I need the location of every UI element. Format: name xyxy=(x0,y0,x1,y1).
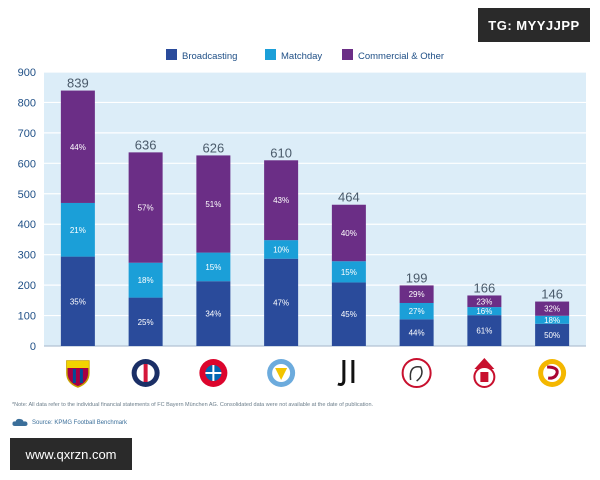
bar-segment xyxy=(60,90,95,203)
segment-label: 32% xyxy=(544,305,560,314)
galatasaray-crest-icon xyxy=(538,359,567,387)
segment-label: 43% xyxy=(273,196,289,205)
segment-label: 27% xyxy=(409,307,425,316)
man-city-crest-icon xyxy=(267,359,296,387)
bar-segment xyxy=(128,262,163,298)
segment-label: 44% xyxy=(409,329,425,338)
bar-segment xyxy=(60,202,95,257)
plot-area xyxy=(44,72,586,346)
legend-swatch xyxy=(342,49,353,60)
y-tick-label: 300 xyxy=(18,250,36,262)
bar-segment xyxy=(196,155,231,253)
bayern-crest-icon xyxy=(199,359,228,387)
segment-label: 25% xyxy=(138,318,154,327)
bar-segment xyxy=(196,281,231,346)
segment-label: 18% xyxy=(138,276,154,285)
y-tick-label: 700 xyxy=(18,128,36,140)
ajax-logo-icon xyxy=(401,358,432,388)
legend-swatch xyxy=(265,49,276,60)
y-tick-label: 900 xyxy=(18,67,36,79)
cloud-icon xyxy=(12,418,28,426)
source-line: Source: KPMG Football Benchmark xyxy=(12,418,127,427)
segment-label: 51% xyxy=(205,200,221,209)
source-text: Source: KPMG Football Benchmark xyxy=(32,419,128,426)
bar-segment xyxy=(399,319,434,346)
bar-segment xyxy=(331,282,366,346)
y-tick-label: 100 xyxy=(18,311,36,323)
bar-total-label: 166 xyxy=(474,280,496,295)
y-tick-label: 800 xyxy=(18,97,36,109)
footnote: *Note: All data refer to the individual … xyxy=(12,402,374,408)
bar-segment xyxy=(196,252,231,282)
segment-label: 29% xyxy=(409,290,425,299)
legend-label: Broadcasting xyxy=(182,51,237,62)
segment-label: 34% xyxy=(205,310,221,319)
segment-label: 44% xyxy=(70,143,86,152)
telegram-watermark: TG: MYYJJPP xyxy=(478,8,590,42)
segment-label: 47% xyxy=(273,298,289,307)
segment-label: 45% xyxy=(341,310,357,319)
legend-swatch xyxy=(166,49,177,60)
segment-label: 15% xyxy=(341,268,357,277)
segment-label: 18% xyxy=(544,316,560,325)
segment-label: 10% xyxy=(273,245,289,254)
bar-total-label: 146 xyxy=(541,287,563,302)
legend-label: Matchday xyxy=(281,51,322,62)
y-tick-label: 600 xyxy=(18,158,36,170)
bar-total-label: 636 xyxy=(135,137,157,152)
bar-total-label: 610 xyxy=(270,145,292,160)
bar-segment xyxy=(399,285,434,303)
bar-segment xyxy=(128,152,163,263)
psg-crest-icon xyxy=(131,359,160,387)
bar-total-label: 839 xyxy=(67,76,89,91)
y-tick-label: 500 xyxy=(18,189,36,201)
segment-label: 16% xyxy=(476,307,492,316)
segment-label: 57% xyxy=(138,204,154,213)
bar-segment xyxy=(60,256,95,346)
y-tick-label: 200 xyxy=(18,280,36,292)
segment-label: 35% xyxy=(70,297,86,306)
benfica-crest-icon xyxy=(473,358,496,388)
bar-segment xyxy=(399,302,434,320)
legend-label: Commercial & Other xyxy=(358,51,444,62)
segment-label: 61% xyxy=(476,327,492,336)
segment-label: 50% xyxy=(544,331,560,340)
bar-total-label: 464 xyxy=(338,190,360,205)
bar-segment xyxy=(264,240,299,259)
segment-label: 23% xyxy=(476,297,492,306)
bar-segment xyxy=(467,315,502,346)
bar-total-label: 199 xyxy=(406,270,428,285)
fc-barcelona-crest-icon xyxy=(66,360,90,388)
bar-segment xyxy=(467,295,502,308)
website-watermark: www.qxrzn.com xyxy=(10,438,132,470)
bar-segment xyxy=(535,323,570,346)
segment-label: 15% xyxy=(205,263,221,272)
bar-total-label: 626 xyxy=(203,140,225,155)
segment-label: 21% xyxy=(70,226,86,235)
bar-segment xyxy=(128,297,163,346)
juventus-logo-icon xyxy=(337,360,355,386)
bar-segment xyxy=(331,204,366,262)
bar-segment xyxy=(467,307,502,316)
bar-segment xyxy=(535,315,570,324)
y-tick-label: 400 xyxy=(18,219,36,231)
y-tick-label: 0 xyxy=(30,341,36,353)
bar-segment xyxy=(264,258,299,346)
bar-segment xyxy=(535,301,570,316)
bar-segment xyxy=(331,261,366,283)
bar-segment xyxy=(264,160,299,241)
segment-label: 40% xyxy=(341,229,357,238)
